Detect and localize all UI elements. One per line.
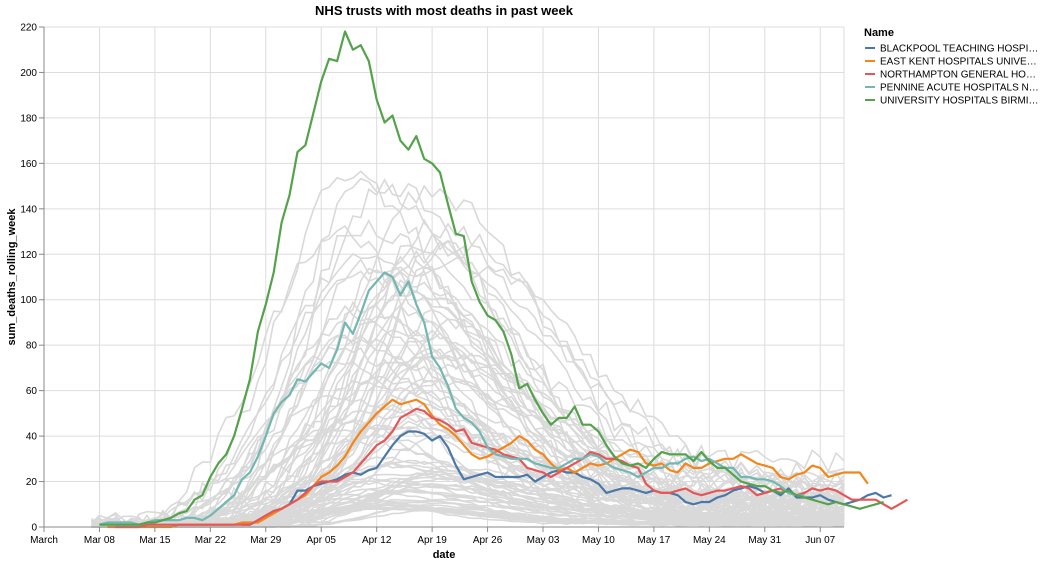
x-axis-title: date: [433, 549, 456, 561]
x-tick-label: May 17: [638, 535, 671, 546]
x-tick-label: Apr 19: [417, 535, 447, 546]
legend-label: PENNINE ACUTE HOSPITALS N…: [880, 83, 1039, 94]
x-tick-label: May 31: [748, 535, 781, 546]
y-tick-label: 20: [26, 477, 38, 488]
background-series-line: [91, 252, 845, 528]
background-series-line: [90, 177, 845, 529]
background-series-line: [91, 249, 845, 529]
y-tick-label: 60: [26, 386, 38, 397]
y-tick-label: 140: [20, 204, 37, 215]
y-tick-label: 160: [20, 159, 37, 170]
series-line: [115, 407, 908, 529]
x-tick-label: May 03: [527, 535, 560, 546]
series-line: [99, 271, 805, 526]
y-axis-title: sum_deaths_rolling_week: [6, 208, 18, 346]
y-tick-label: 180: [20, 113, 37, 124]
x-tick-label: Jun 07: [805, 535, 835, 546]
background-series-line: [90, 270, 845, 528]
background-series-line: [91, 184, 845, 529]
x-tick-label: Apr 26: [473, 535, 503, 546]
x-tick-label: Mar 08: [84, 535, 116, 546]
x-tick-label: Apr 05: [306, 535, 336, 546]
background-series-line: [91, 329, 845, 528]
x-tick-label: Apr 12: [362, 535, 392, 546]
y-tick-label: 200: [20, 68, 37, 79]
legend: Name BLACKPOOL TEACHING HOSPI… EAST KENT …: [864, 27, 1039, 107]
y-tick-label: 120: [20, 250, 37, 261]
series-line: [99, 30, 884, 526]
y-tick-label: 40: [26, 432, 38, 443]
background-series-line: [90, 265, 845, 528]
legend-label: UNIVERSITY HOSPITALS BIRMI…: [880, 96, 1039, 107]
grid: [43, 26, 845, 528]
x-tick-label: Mar 15: [139, 535, 171, 546]
y-tick-label: 220: [20, 23, 37, 34]
x-tick-label: May 24: [693, 535, 726, 546]
axes: 0 20 40 60 80 100 120 140 160 180 200 220 March Mar 0…: [20, 23, 844, 546]
legend-label: NORTHAMPTON GENERAL HO…: [880, 70, 1036, 81]
legend-title: Name: [864, 27, 894, 39]
x-tick-label: May 10: [582, 535, 615, 546]
legend-label: EAST KENT HOSPITALS UNIVE…: [880, 57, 1037, 68]
y-tick-label: 80: [26, 341, 38, 352]
legend-label: BLACKPOOL TEACHING HOSPI…: [880, 44, 1038, 55]
x-tick-label: March: [30, 535, 58, 546]
y-tick-label: 100: [20, 295, 37, 306]
chart-title: NHS trusts with most deaths in past week: [315, 3, 574, 18]
highlighted-series-lines: [99, 30, 908, 529]
x-tick-label: Mar 29: [250, 535, 282, 546]
x-tick-label: Mar 22: [195, 535, 227, 546]
background-series-line: [91, 428, 845, 528]
y-tick-label: 0: [31, 523, 37, 534]
